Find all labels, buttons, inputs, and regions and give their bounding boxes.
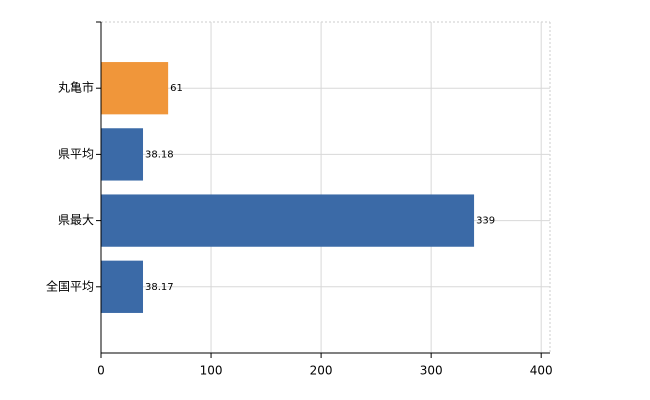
x-tick-label: 0 bbox=[97, 364, 105, 378]
bar bbox=[101, 128, 144, 181]
bar bbox=[101, 260, 144, 313]
value-label: 38.18 bbox=[145, 149, 174, 160]
value-label: 61 bbox=[170, 83, 183, 94]
value-label: 38.17 bbox=[145, 282, 174, 293]
bar bbox=[101, 62, 169, 115]
y-tick-label: 県平均 bbox=[58, 147, 94, 161]
x-tick-label: 200 bbox=[310, 364, 333, 378]
y-tick-label: 県最大 bbox=[58, 213, 94, 227]
bar bbox=[101, 194, 475, 247]
y-tick-label: 全国平均 bbox=[46, 278, 94, 293]
y-tick-label: 丸亀市 bbox=[58, 80, 94, 95]
x-tick-label: 100 bbox=[200, 364, 223, 378]
value-label: 339 bbox=[476, 216, 495, 227]
x-tick-label: 400 bbox=[530, 364, 553, 378]
x-tick-label: 300 bbox=[420, 364, 443, 378]
